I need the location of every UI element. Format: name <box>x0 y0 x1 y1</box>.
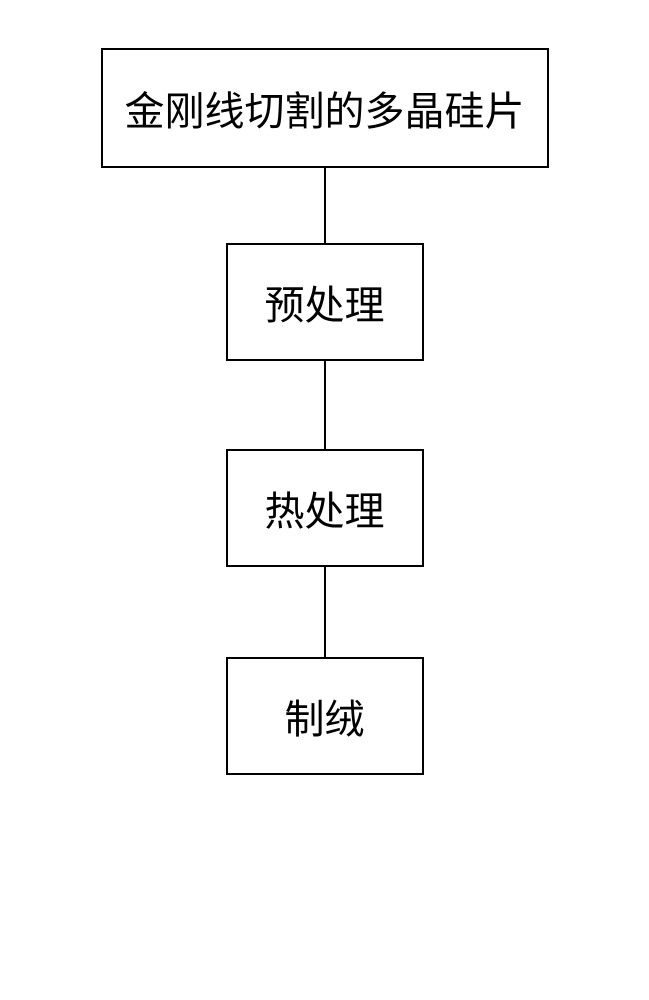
flowchart-connector-2 <box>324 361 326 449</box>
flowchart-node-4: 制绒 <box>226 657 424 775</box>
flowchart-connector-1 <box>324 168 326 243</box>
flowchart-container: 金刚线切割的多晶硅片 预处理 热处理 制绒 <box>101 48 549 775</box>
node-label: 预处理 <box>265 273 385 331</box>
node-label: 金刚线切割的多晶硅片 <box>125 79 525 137</box>
node-label: 热处理 <box>265 479 385 537</box>
flowchart-node-1: 金刚线切割的多晶硅片 <box>101 48 549 168</box>
flowchart-connector-3 <box>324 567 326 657</box>
node-label: 制绒 <box>285 687 365 745</box>
flowchart-node-3: 热处理 <box>226 449 424 567</box>
flowchart-node-2: 预处理 <box>226 243 424 361</box>
